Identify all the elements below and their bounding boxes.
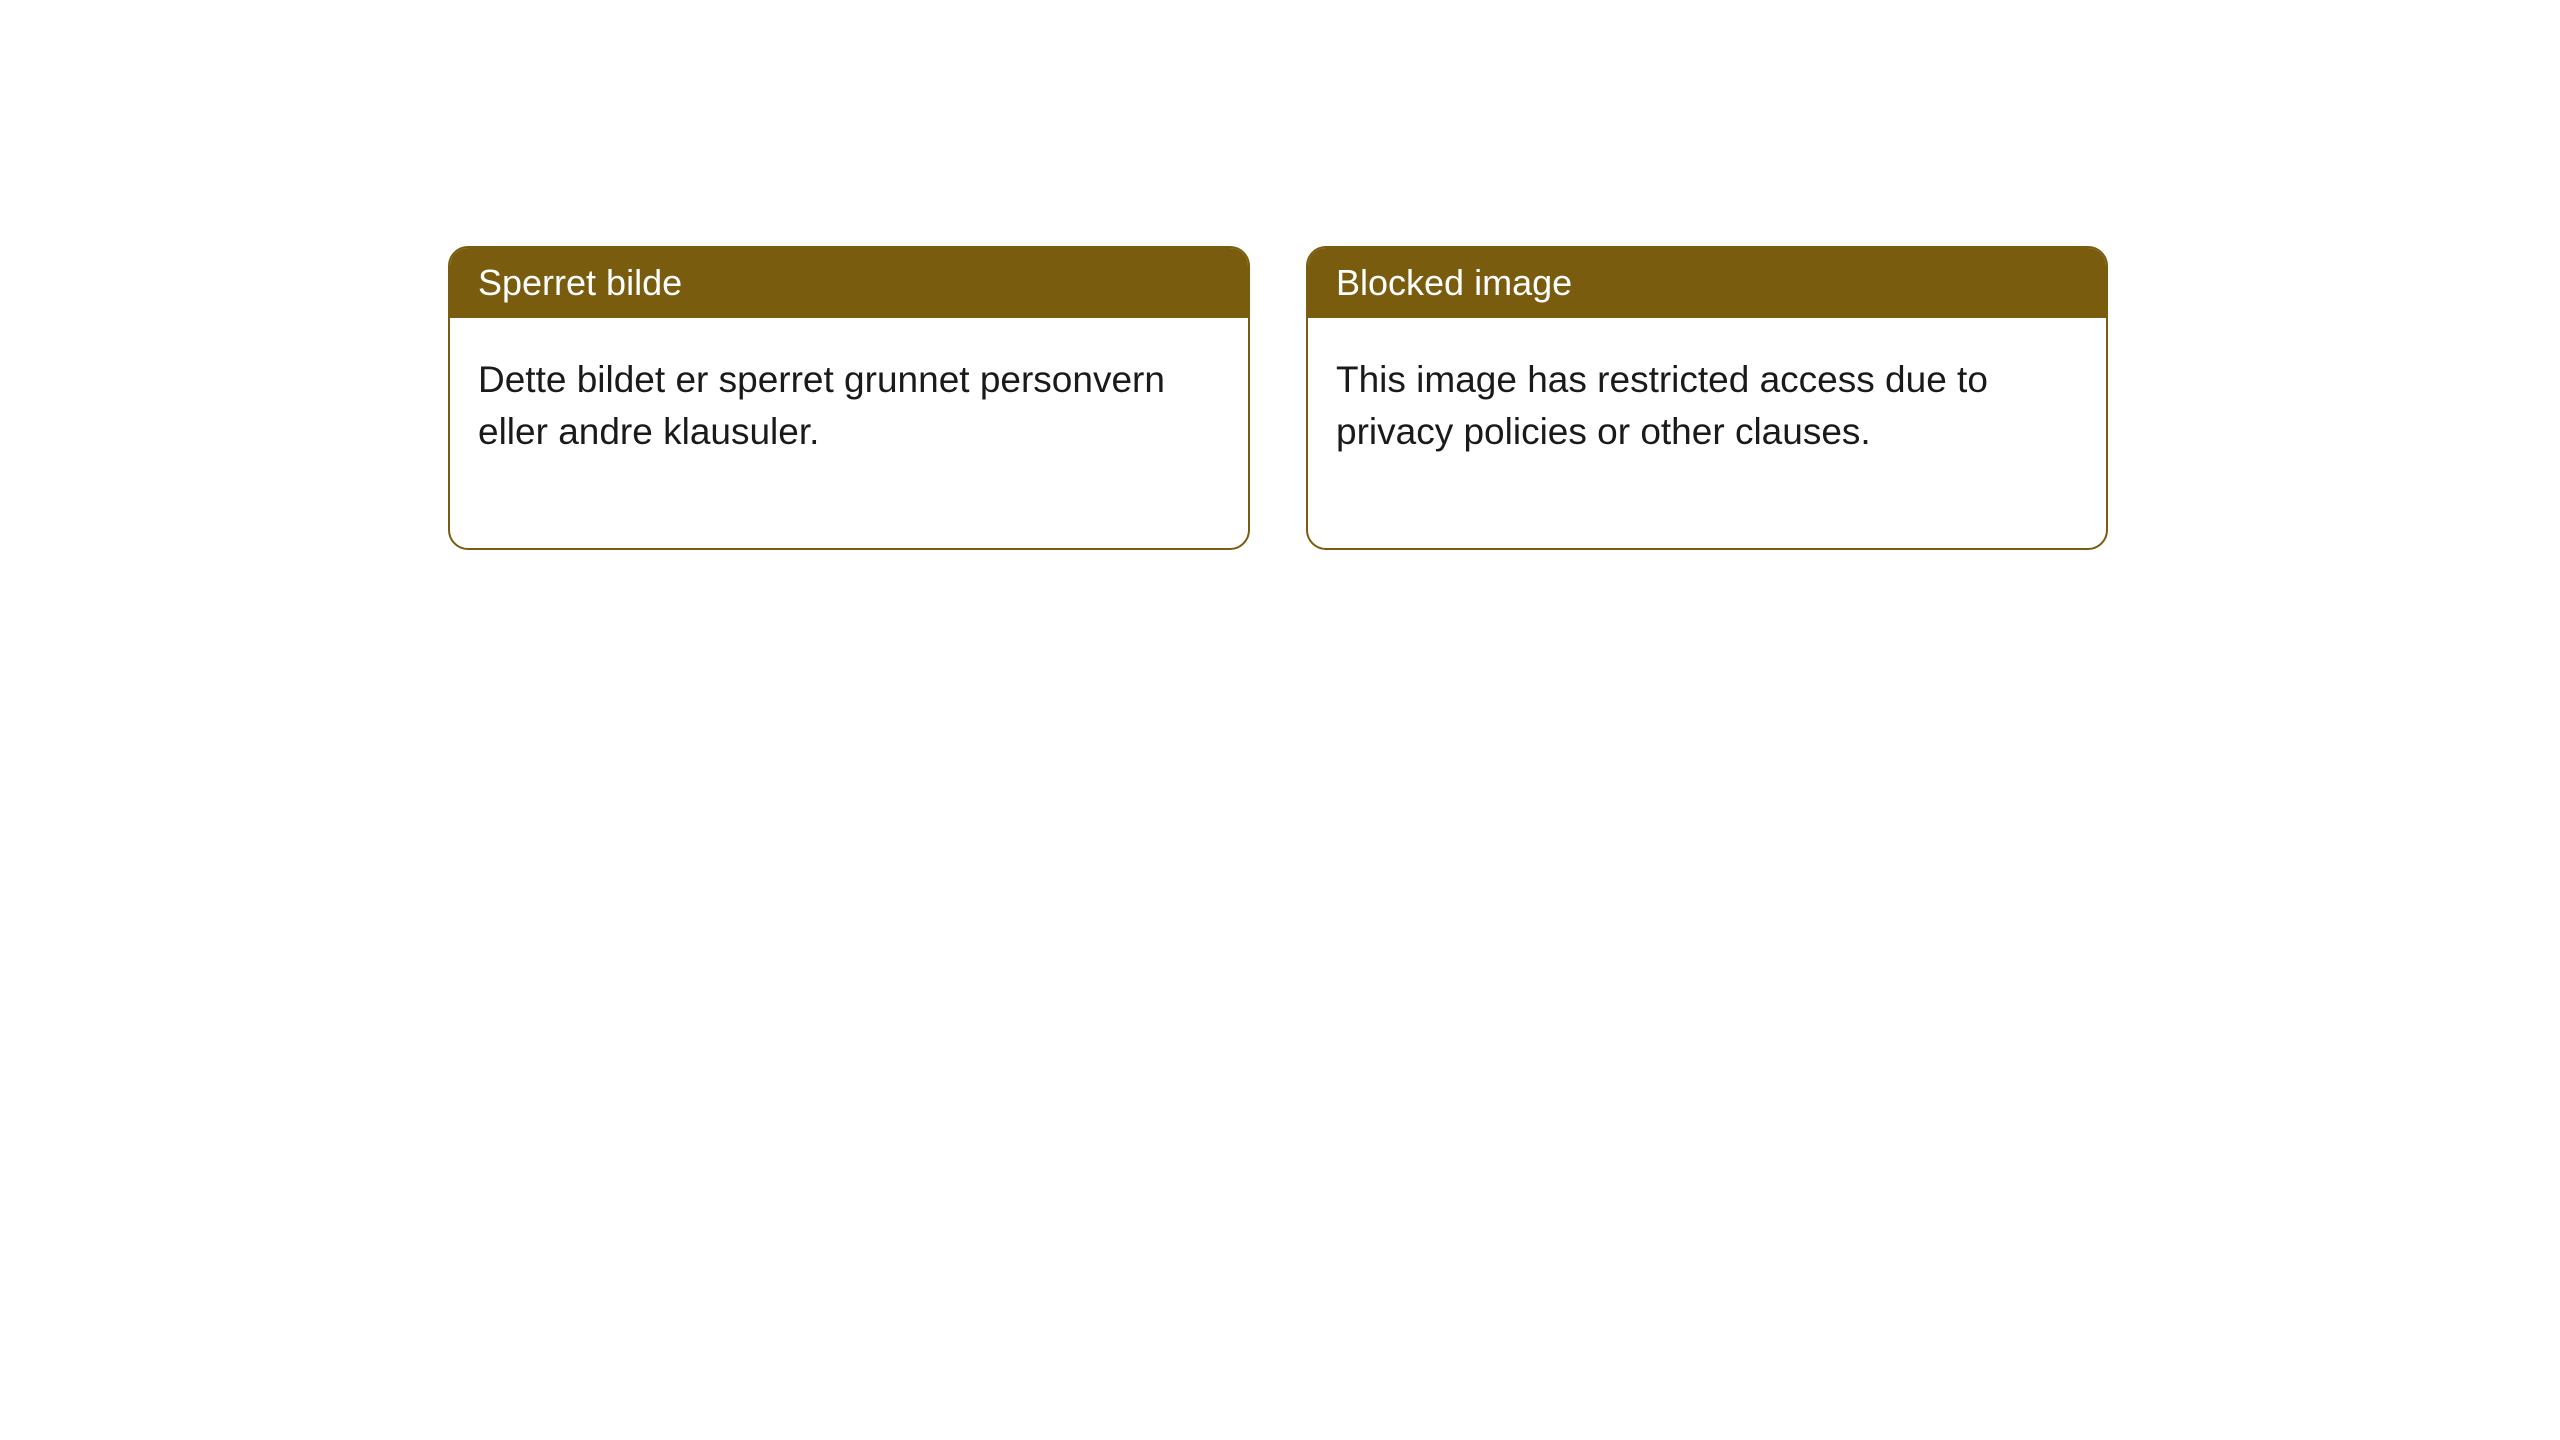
notice-card-english: Blocked image This image has restricted … bbox=[1306, 246, 2108, 550]
notice-card-norwegian: Sperret bilde Dette bildet er sperret gr… bbox=[448, 246, 1250, 550]
card-body: This image has restricted access due to … bbox=[1308, 318, 2106, 548]
card-body-text: This image has restricted access due to … bbox=[1336, 359, 1988, 452]
notice-container: Sperret bilde Dette bildet er sperret gr… bbox=[448, 246, 2108, 550]
card-header: Sperret bilde bbox=[450, 248, 1248, 318]
card-body: Dette bildet er sperret grunnet personve… bbox=[450, 318, 1248, 548]
card-header-text: Sperret bilde bbox=[478, 262, 682, 303]
card-header-text: Blocked image bbox=[1336, 262, 1572, 303]
card-body-text: Dette bildet er sperret grunnet personve… bbox=[478, 359, 1165, 452]
card-header: Blocked image bbox=[1308, 248, 2106, 318]
